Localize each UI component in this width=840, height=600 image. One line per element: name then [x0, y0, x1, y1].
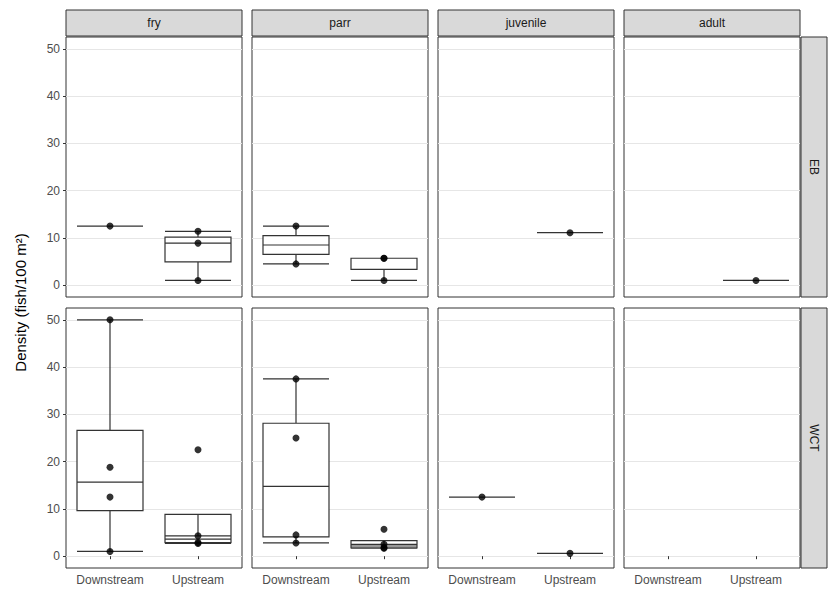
svg-text:Downstream: Downstream — [76, 573, 143, 587]
svg-text:50: 50 — [47, 42, 61, 56]
svg-text:40: 40 — [47, 89, 61, 103]
svg-text:Upstream: Upstream — [730, 573, 782, 587]
svg-text:parr: parr — [329, 16, 350, 30]
svg-text:0: 0 — [53, 278, 60, 292]
svg-text:0: 0 — [53, 549, 60, 563]
svg-text:Upstream: Upstream — [544, 573, 596, 587]
svg-text:40: 40 — [47, 360, 61, 374]
svg-text:Downstream: Downstream — [448, 573, 515, 587]
svg-text:30: 30 — [47, 136, 61, 150]
svg-text:50: 50 — [47, 313, 61, 327]
svg-text:20: 20 — [47, 455, 61, 469]
svg-text:30: 30 — [47, 407, 61, 421]
svg-text:Upstream: Upstream — [358, 573, 410, 587]
svg-text:Downstream: Downstream — [262, 573, 329, 587]
svg-text:juvenile: juvenile — [505, 16, 547, 30]
svg-text:fry: fry — [147, 16, 160, 30]
svg-text:WCT: WCT — [807, 424, 821, 452]
svg-text:Upstream: Upstream — [172, 573, 224, 587]
svg-text:adult: adult — [699, 16, 726, 30]
svg-text:EB: EB — [807, 159, 821, 175]
svg-text:10: 10 — [47, 502, 61, 516]
svg-text:Downstream: Downstream — [634, 573, 701, 587]
svg-text:20: 20 — [47, 184, 61, 198]
svg-text:Density (fish/100 m²): Density (fish/100 m²) — [12, 233, 29, 371]
svg-text:10: 10 — [47, 231, 61, 245]
